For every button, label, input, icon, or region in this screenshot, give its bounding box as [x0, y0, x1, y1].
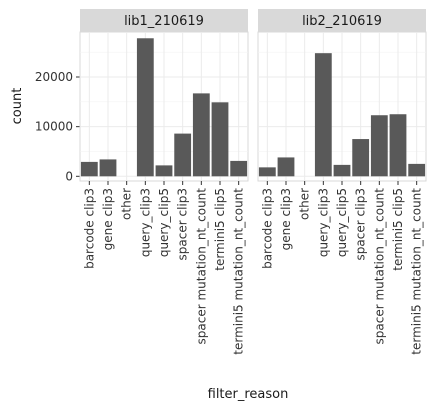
facet-strip-label: lib1_210619	[124, 14, 204, 29]
bar	[212, 102, 229, 176]
bar	[259, 167, 276, 176]
x-axis-title: filter_reason	[208, 387, 289, 402]
x-tick-label: query_clip5	[335, 188, 349, 257]
y-axis-title: count	[10, 88, 25, 125]
x-tick-label: gene clip3	[279, 188, 293, 250]
y-tick-label: 0	[65, 169, 73, 183]
x-tick-label: gene clip3	[101, 188, 115, 250]
x-tick-label: barcode clip3	[260, 188, 274, 269]
bar	[193, 93, 210, 176]
x-tick-label: spacer mutation_nt_count	[372, 188, 386, 345]
x-tick-label: spacer clip3	[354, 188, 368, 260]
x-tick-label: query_clip3	[316, 188, 330, 257]
bar	[315, 53, 332, 176]
bar	[137, 38, 154, 176]
bar	[278, 157, 295, 176]
bar	[352, 139, 369, 176]
x-tick-label: spacer clip3	[176, 188, 190, 260]
bar	[390, 114, 407, 176]
x-tick-label: other	[298, 188, 312, 220]
x-tick-label: barcode clip3	[82, 188, 96, 269]
bar	[156, 165, 173, 176]
bar	[230, 161, 247, 176]
y-axis: 0 10000 20000	[35, 70, 80, 183]
bar	[371, 115, 388, 176]
bar	[408, 164, 425, 176]
x-tick-label: spacer mutation_nt_count	[194, 188, 208, 345]
x-tick-label: termini5 clip5	[213, 188, 227, 271]
facet-strip-label: lib2_210619	[302, 14, 382, 29]
bar	[174, 134, 191, 177]
x-tick-label: other	[120, 188, 134, 220]
bar	[100, 159, 117, 176]
y-tick-label: 20000	[35, 70, 73, 84]
bar	[334, 165, 351, 176]
x-tick-label: termini5 clip5	[391, 188, 405, 271]
x-tick-label: query_clip5	[157, 188, 171, 257]
x-tick-label: termini5 mutation_nt_count	[410, 188, 424, 355]
x-tick-label: query_clip3	[138, 188, 152, 257]
x-tick-label: termini5 mutation_nt_count	[232, 188, 246, 355]
bar	[81, 162, 98, 176]
y-tick-label: 10000	[35, 120, 73, 134]
